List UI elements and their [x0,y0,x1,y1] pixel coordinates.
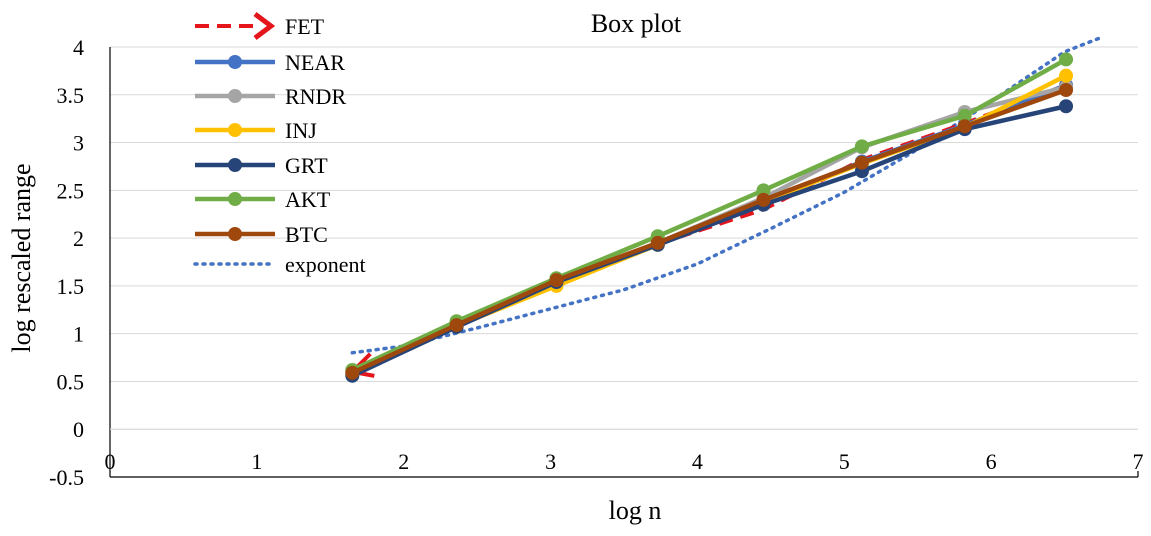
legend-marker-near [228,55,242,69]
y-tick-label: 3 [73,131,84,156]
legend-item-rndr: RNDR [195,84,346,109]
y-tick-label: -0.5 [49,465,84,490]
x-tick-label: 3 [545,449,556,474]
data-point-btc [449,318,464,333]
data-point-btc [1059,83,1074,97]
legend-label-akt: AKT [285,187,331,212]
data-point-btc [756,192,771,207]
series-line-grt [351,104,1067,378]
legend-marker-btc [228,227,242,241]
legend-arrow-fet [253,12,276,40]
data-point-btc [650,235,665,250]
series-line-btc [351,87,1067,375]
legend-item-akt: AKT [195,187,331,212]
legend-item-fet: FET [195,12,325,40]
x-tick-label: 4 [692,449,703,474]
data-point-inj [1059,68,1074,83]
tick-labels: -0.5 0 0.5 1 1.5 2 2.5 3 3.5 4 0 1 2 3 4 5 6 7 [49,35,1143,490]
data-point-grt [1059,99,1074,114]
legend-label-grt: GRT [285,153,328,178]
legend-marker-rndr [228,89,242,103]
legend-label-fet: FET [285,14,325,39]
legend-label-near: NEAR [285,50,345,75]
legend-label-inj: INJ [285,118,317,143]
axes [109,47,1139,478]
y-tick-label: 2 [73,226,84,251]
y-tick-label: 1.5 [57,274,85,299]
legend-item-exponent: exponent [193,252,366,277]
series-line-akt [351,57,1068,373]
data-point-akt [957,108,972,123]
y-tick-label: 2.5 [57,178,85,203]
grid-lines [110,46,1138,478]
x-tick-label: 5 [839,449,850,474]
y-tick-label: 0 [73,417,84,442]
data-point-btc [957,119,972,134]
legend-marker-akt [228,192,242,206]
data-point-btc [345,365,360,380]
y-tick-label: 0.5 [57,369,85,394]
chart-title: Box plot [591,9,682,38]
data-point-btc [549,273,564,288]
legend-label-exponent: exponent [285,252,366,277]
x-tick-label: 7 [1133,449,1144,474]
legend-item-grt: GRT [195,153,328,178]
legend-marker-inj [228,123,242,137]
data-point-btc [854,155,869,170]
y-axis-title: log rescaled range [7,163,36,352]
y-tick-label: 1 [73,322,84,347]
series-line-exponent [350,35,1104,355]
legend-marker-grt [228,158,242,172]
legend-label-btc: BTC [285,222,328,247]
x-tick-label: 0 [105,449,116,474]
y-tick-label: 3.5 [57,83,85,108]
legend-item-near: NEAR [195,50,345,75]
x-tick-label: 1 [251,449,262,474]
legend-label-rndr: RNDR [285,84,346,109]
x-axis-title: log n [609,496,662,525]
data-point-akt [1059,52,1074,67]
legend-item-inj: INJ [195,118,317,143]
y-tick-label: 4 [73,35,84,60]
data-point-akt [854,139,869,154]
legend: FET NEAR RNDR INJ GRT AKT BTC exponent [193,12,366,277]
x-tick-label: 6 [986,449,997,474]
x-tick-label: 2 [398,449,409,474]
series-lines [345,35,1104,383]
legend-item-btc: BTC [195,222,328,247]
